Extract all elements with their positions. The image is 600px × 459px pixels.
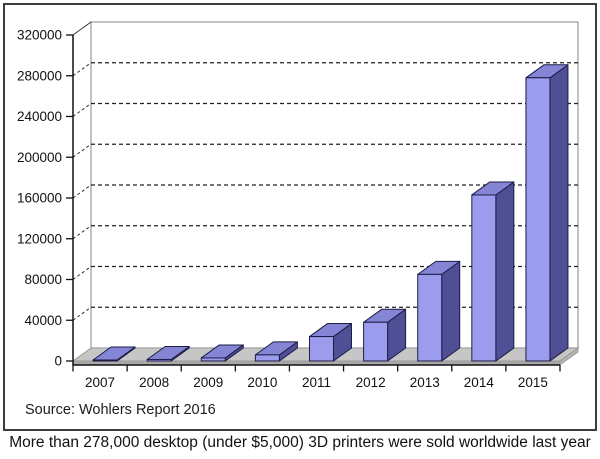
y-depth-connector-240000 <box>72 103 92 117</box>
bar-2013 <box>417 273 443 362</box>
bar-2012 <box>363 321 389 362</box>
y-axis-label-320000: 320000 <box>17 28 62 43</box>
bar-chart: 0 40000 80000 120000 160000 200000 240000 28000… <box>17 21 580 390</box>
x-axis-label-2014: 2014 <box>464 375 495 390</box>
y-axis-label-80000: 80000 <box>24 272 62 287</box>
x-axis-label-2015: 2015 <box>518 375 548 390</box>
y-axis-label-40000: 40000 <box>24 313 62 328</box>
bar-2011 <box>309 336 334 362</box>
bar-2015 <box>525 77 551 362</box>
x-axis-label-2011: 2011 <box>302 375 331 390</box>
y-axis-label-240000: 240000 <box>17 109 62 124</box>
bar-2008 <box>146 358 172 362</box>
y-depth-connector-320000 <box>72 21 92 36</box>
bar-side-2014 <box>495 181 515 362</box>
x-axis-label-2008: 2008 <box>139 375 169 390</box>
y-depth-connector-280000 <box>72 62 92 77</box>
bar-2007 <box>92 359 118 362</box>
bar-2010 <box>254 354 280 362</box>
x-axis-label-2007: 2007 <box>85 375 115 390</box>
bar-2009 <box>200 357 226 362</box>
chart-box: 0 40000 80000 120000 160000 200000 240000 28000… <box>3 3 597 431</box>
y-depth-connector-120000 <box>72 225 92 240</box>
y-depth-connector-40000 <box>72 306 92 321</box>
y-depth-connector-160000 <box>72 184 92 199</box>
x-axis-label-2012: 2012 <box>356 375 386 390</box>
y-axis-label-280000: 280000 <box>17 68 62 83</box>
bar-2014 <box>471 194 497 362</box>
y-depth-connector-200000 <box>72 143 92 158</box>
bar-side-2013 <box>441 260 461 362</box>
floor-right <box>559 347 579 366</box>
y-axis-label-200000: 200000 <box>17 150 62 165</box>
y-axis-label-0: 0 <box>54 354 62 369</box>
x-axis-label-2013: 2013 <box>410 375 440 390</box>
bar-side-2015 <box>549 64 569 362</box>
y-axis-label-120000: 120000 <box>17 231 62 246</box>
x-axis-label-2009: 2009 <box>193 375 223 390</box>
source-label: Source: Wohlers Report 2016 <box>25 402 216 418</box>
y-depth-connector-80000 <box>72 266 92 280</box>
x-axis-label-2010: 2010 <box>247 375 277 390</box>
caption: More than 278,000 desktop (under $5,000)… <box>9 434 591 451</box>
y-axis-label-160000: 160000 <box>17 191 62 206</box>
